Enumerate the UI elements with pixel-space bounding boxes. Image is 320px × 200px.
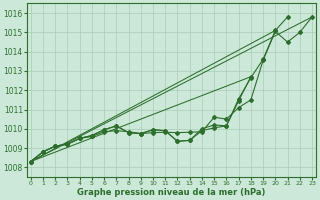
X-axis label: Graphe pression niveau de la mer (hPa): Graphe pression niveau de la mer (hPa) [77,188,266,197]
